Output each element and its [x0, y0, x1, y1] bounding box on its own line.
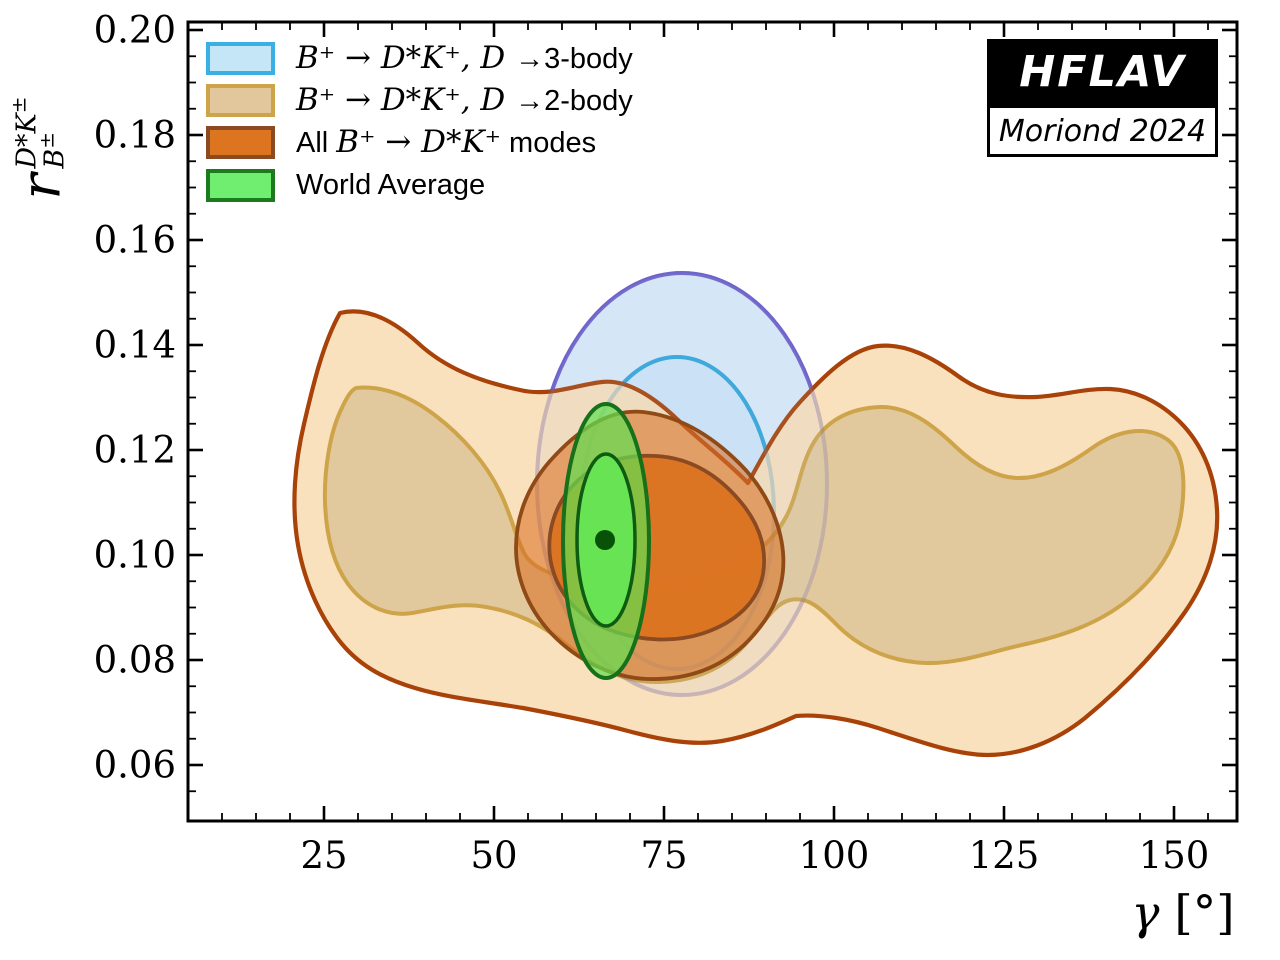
x-tick-label: 25: [300, 834, 348, 877]
y-axis-label: r D*K± B±: [6, 96, 73, 200]
legend-item-allmodes: All B⁺ → D*K⁺ modes: [206, 124, 597, 160]
x-tick-label: 150: [1138, 834, 1210, 877]
legend-label-3body: B⁺ → D*K⁺, D →3-body: [296, 40, 633, 76]
hflav-badge-title: HFLAV: [987, 39, 1218, 105]
legend-item-2body: B⁺ → D*K⁺, D →2-body: [206, 82, 633, 118]
plot-border: [186, 20, 1239, 823]
x-axis-label: γ [°]: [1131, 886, 1235, 941]
y-tick-label: 0.14: [93, 323, 176, 367]
y-tick-label: 0.18: [93, 113, 176, 157]
x-tick-label: 125: [968, 834, 1040, 877]
y-tick-label: 0.10: [93, 533, 176, 577]
legend-item-3body: B⁺ → D*K⁺, D →3-body: [206, 40, 633, 76]
legend-swatch-3body: [206, 41, 275, 75]
legend-label-worldavg: World Average: [296, 168, 486, 201]
y-tick-label: 0.20: [93, 8, 176, 52]
y-tick-label: 0.12: [93, 428, 176, 472]
best-fit-marker: [595, 530, 615, 550]
legend-swatch-worldavg: [206, 168, 275, 202]
x-tick-label: 100: [798, 834, 870, 877]
legend-item-worldavg: World Average: [206, 168, 485, 202]
legend-swatch-allmodes: [206, 125, 275, 159]
hflav-badge-subtitle: Moriond 2024: [987, 105, 1218, 157]
legend-label-allmodes: All B⁺ → D*K⁺ modes: [296, 124, 597, 160]
legend-label-2body: B⁺ → D*K⁺, D →2-body: [296, 82, 633, 118]
y-tick-label: 0.06: [93, 743, 176, 787]
legend-swatch-2body: [206, 83, 275, 117]
x-tick-label: 50: [470, 834, 518, 877]
hflav-badge: HFLAV Moriond 2024: [987, 39, 1218, 157]
y-axis-label-subscript: B±: [35, 132, 71, 169]
y-tick-label: 0.08: [93, 638, 176, 682]
y-tick-label: 0.16: [93, 218, 176, 262]
x-tick-label: 75: [640, 834, 688, 877]
